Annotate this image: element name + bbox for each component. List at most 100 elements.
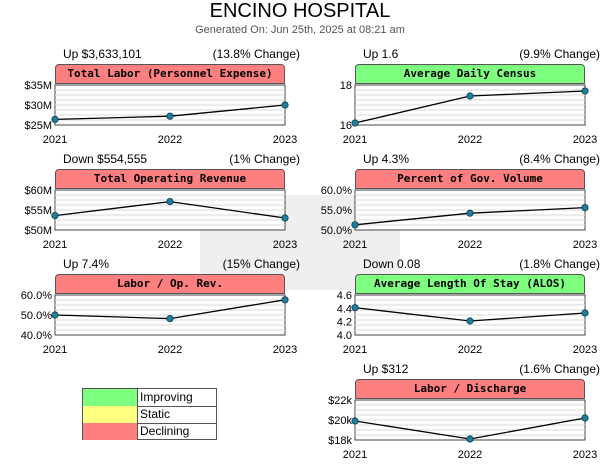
change-value: Down $554,555 [63, 152, 148, 166]
y-tick-label: 60.0% [321, 185, 352, 197]
legend-label: Improving [140, 390, 193, 404]
x-tick-label: 2021 [43, 134, 67, 146]
y-tick-label: 16 [340, 120, 352, 132]
x-tick-label: 2022 [458, 239, 482, 251]
y-tick-label: 50.0% [21, 310, 52, 322]
y-tick-label: 4.0 [337, 330, 352, 342]
data-point [581, 414, 589, 422]
data-point [351, 221, 359, 229]
change-value: Up 4.3% [363, 152, 410, 166]
chart-panel: Down $554,555 (1% Change) Total Operating … [24, 152, 305, 252]
line-chart: 16 18 2021 2022 2023 [340, 80, 597, 146]
x-tick-label: 2022 [458, 344, 482, 356]
chart-panel: Up 4.3% (8.4% Change) Percent of Gov. Volu… [321, 152, 600, 252]
x-tick-label: 2023 [273, 239, 297, 251]
y-tick-label: 18 [340, 80, 352, 92]
y-tick-label: $25M [24, 120, 52, 132]
chart-panel: Up $312 (1.6% Change) Labor / Discharge $18… [328, 362, 600, 462]
line-chart: $25M $30M $35M 2021 2022 2023 [24, 80, 297, 146]
generated-timestamp: Generated On: Jun 25th, 2025 at 08:21 am [195, 24, 405, 36]
change-percent: (15% Change) [222, 257, 300, 271]
data-point [51, 115, 59, 124]
chart-panel: Up $3,633,101 (13.8% Change) Total Labor (… [24, 47, 305, 147]
data-point [466, 209, 474, 217]
change-value: Up 1.6 [363, 47, 399, 61]
x-tick-label: 2022 [158, 134, 182, 146]
x-tick-label: 2022 [158, 239, 182, 251]
data-point [351, 119, 359, 127]
data-point [466, 317, 474, 325]
chart-title: Total Operating Revenue [55, 169, 285, 189]
y-tick-label: $20k [328, 415, 352, 427]
data-point [166, 112, 174, 120]
legend-label: Static [140, 407, 171, 421]
change-value: Up 7.4% [63, 257, 110, 271]
chart-title: Labor / Op. Rev. [55, 274, 285, 294]
x-tick-label: 2023 [273, 134, 297, 146]
y-tick-label: 4.4 [337, 303, 352, 315]
chart-panel: Up 7.4% (15% Change) Labor / Op. Rev. 40.0%… [21, 257, 305, 357]
line-chart: 4.04.2 4.44.6 2021 2022 2023 [337, 290, 598, 356]
chart-title: Average Length Of Stay (ALOS) [355, 274, 585, 294]
legend-item-declining: Declining [83, 423, 216, 440]
y-tick-label: $55M [24, 205, 52, 217]
y-tick-label: $35M [24, 80, 52, 92]
x-tick-label: 2021 [343, 134, 367, 146]
legend-swatch [83, 423, 138, 440]
y-tick-label: 50.0% [321, 225, 352, 237]
x-tick-label: 2022 [458, 449, 482, 461]
y-tick-label: $18k [328, 435, 352, 447]
legend: Improving Static Declining [82, 388, 217, 440]
x-tick-label: 2021 [43, 239, 67, 251]
legend-swatch [83, 406, 138, 423]
y-tick-label: $50M [24, 225, 52, 237]
data-point [466, 435, 474, 443]
change-percent: (9.9% Change) [519, 47, 600, 61]
chart-panel: Up 1.6 (9.9% Change) Average Daily Census 1… [340, 47, 600, 147]
x-tick-label: 2021 [343, 239, 367, 251]
x-tick-label: 2022 [458, 134, 482, 146]
line-chart: $18k $20k $22k 2021 2022 2023 [328, 395, 597, 461]
data-point [351, 304, 359, 312]
x-tick-label: 2021 [343, 449, 367, 461]
data-point [281, 101, 289, 109]
y-tick-label: 40.0% [21, 330, 52, 342]
chart-title: Labor / Discharge [355, 379, 585, 399]
x-tick-label: 2023 [573, 449, 597, 461]
change-value: Up $3,633,101 [63, 47, 142, 61]
y-tick-label: $30M [24, 100, 52, 112]
data-point [281, 214, 289, 222]
line-chart: 40.0% 50.0% 60.0% 2021 2022 2023 [21, 290, 297, 356]
data-point [281, 296, 289, 304]
x-tick-label: 2021 [343, 344, 367, 356]
change-percent: (13.8% Change) [212, 47, 300, 61]
data-point [351, 417, 359, 425]
page-title: ENCINO HOSPITAL [209, 0, 391, 22]
data-point [581, 203, 589, 212]
y-tick-label: 4.2 [337, 317, 352, 329]
data-point [51, 211, 59, 220]
chart-title: Total Labor (Personnel Expense) [55, 64, 285, 84]
legend-item-static: Static [83, 406, 216, 424]
data-point [51, 311, 59, 319]
change-percent: (1.8% Change) [519, 257, 600, 271]
data-point [581, 87, 589, 95]
data-point [166, 197, 174, 206]
y-tick-label: 60.0% [21, 290, 52, 302]
x-tick-label: 2023 [573, 344, 597, 356]
x-tick-label: 2023 [573, 239, 597, 251]
line-chart: $50M $55M $60M 2021 2022 2023 [24, 185, 297, 251]
change-value: Down 0.08 [363, 257, 421, 271]
change-percent: (1.6% Change) [519, 362, 600, 376]
y-tick-label: 4.6 [337, 290, 352, 302]
chart-title: Percent of Gov. Volume [355, 169, 585, 189]
y-tick-label: $60M [24, 185, 52, 197]
change-value: Up $312 [363, 362, 409, 376]
legend-item-improving: Improving [83, 389, 216, 407]
x-tick-label: 2022 [158, 344, 182, 356]
data-point [166, 314, 174, 323]
chart-title: Average Daily Census [355, 64, 585, 84]
change-percent: (8.4% Change) [519, 152, 600, 166]
x-tick-label: 2023 [273, 344, 297, 356]
x-tick-label: 2021 [43, 344, 67, 356]
